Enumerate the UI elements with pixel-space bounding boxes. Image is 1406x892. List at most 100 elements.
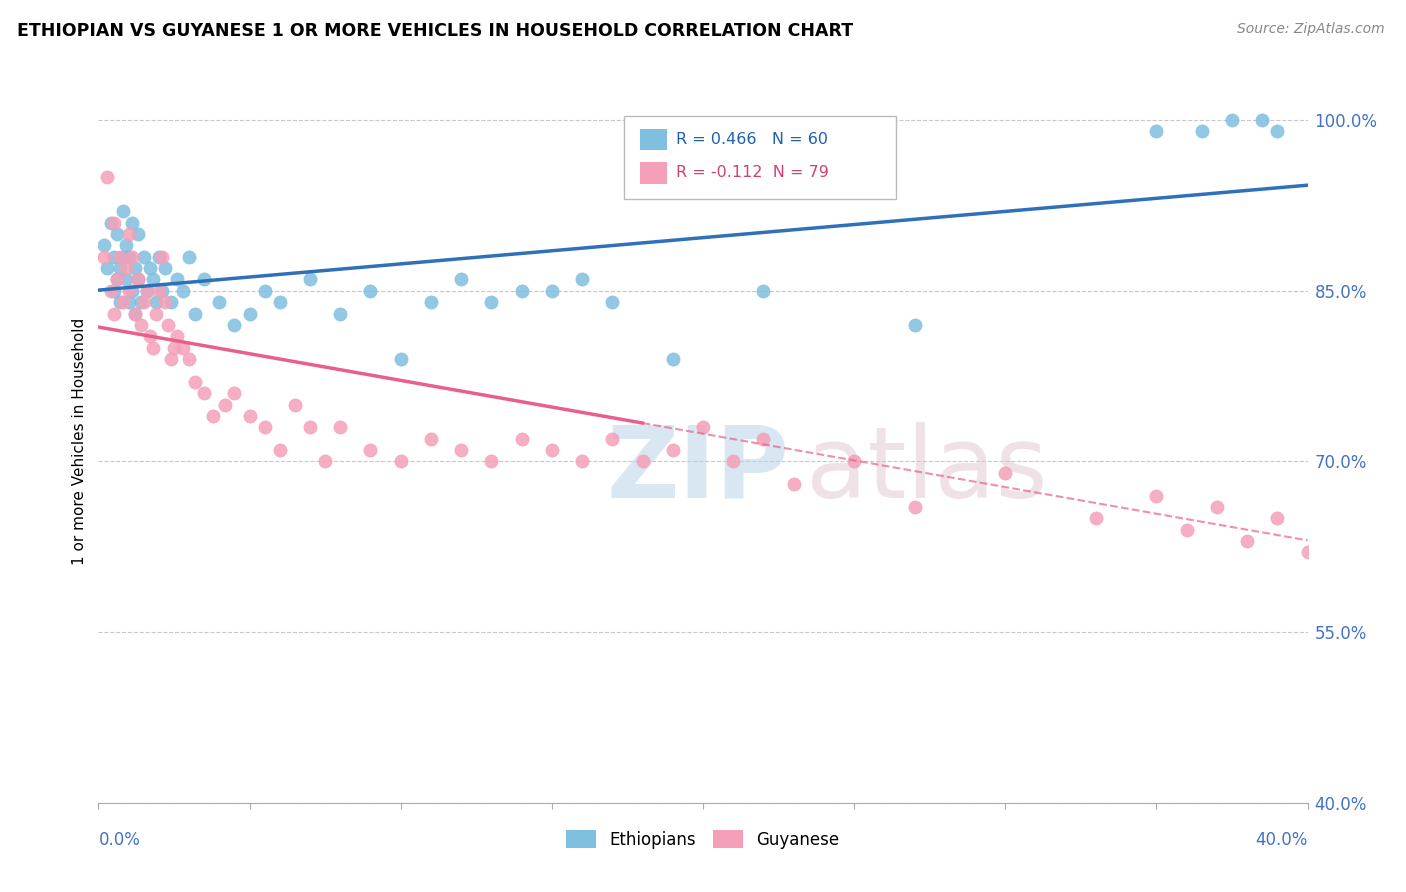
Point [389,454,412,468]
Point [661,443,683,458]
Point [284,398,307,412]
Point [114,272,136,286]
Point [111,250,134,264]
Point [224,318,246,332]
Point [118,284,141,298]
Point [118,295,141,310]
Point [124,306,146,320]
Point [783,477,806,491]
Point [269,443,291,458]
Point [239,306,262,320]
Point [253,284,276,298]
Point [360,443,382,458]
Point [100,215,122,229]
Point [124,260,146,275]
Point [156,318,179,332]
Point [1220,113,1243,128]
Point [108,295,131,310]
Text: ZIP: ZIP [606,422,789,519]
Point [450,443,472,458]
Point [540,443,562,458]
Point [692,420,714,434]
Point [111,295,134,310]
Legend: Ethiopians, Guyanese: Ethiopians, Guyanese [567,830,839,848]
Point [127,272,149,286]
Point [184,306,207,320]
Point [129,295,152,310]
Point [540,284,562,298]
Point [135,284,157,298]
Point [150,250,173,264]
Y-axis label: 1 or more Vehicles in Household: 1 or more Vehicles in Household [72,318,87,566]
Point [314,454,336,468]
Text: 40.0%: 40.0% [1256,831,1308,849]
Point [752,284,775,298]
Point [93,238,115,252]
Point [510,284,533,298]
Point [114,260,136,275]
Point [299,272,322,286]
Point [602,295,624,310]
Point [160,352,183,367]
Point [481,454,503,468]
Point [179,352,201,367]
Point [1175,523,1198,537]
Point [904,500,927,514]
Point [111,204,134,219]
Bar [640,128,666,151]
Point [329,420,352,434]
Point [118,250,141,264]
Bar [640,162,666,184]
Point [148,250,170,264]
Point [179,250,201,264]
Point [153,260,176,275]
Point [904,318,927,332]
Point [127,272,149,286]
Point [1267,124,1289,138]
Point [389,352,412,367]
Point [121,284,143,298]
Text: atlas: atlas [806,422,1047,519]
Point [145,306,167,320]
Point [150,284,173,298]
Point [105,272,128,286]
Point [224,386,246,401]
Point [571,272,593,286]
Point [661,352,683,367]
Point [108,260,131,275]
Point [153,295,176,310]
Point [127,227,149,241]
Point [121,215,143,229]
Point [329,306,352,320]
Point [1296,545,1319,559]
Point [160,295,183,310]
Point [1236,534,1258,549]
Point [269,295,291,310]
Point [202,409,225,423]
Text: R = 0.466   N = 60: R = 0.466 N = 60 [676,132,828,146]
Point [129,318,152,332]
Point [214,398,236,412]
Point [752,432,775,446]
Point [142,341,165,355]
Point [420,432,443,446]
Point [166,329,188,343]
Point [844,454,866,468]
Point [571,454,593,468]
Point [103,284,125,298]
Point [420,295,443,310]
Point [105,227,128,241]
Text: R = -0.112  N = 79: R = -0.112 N = 79 [676,165,830,180]
Point [118,227,141,241]
Point [1267,511,1289,525]
Point [142,272,165,286]
Point [96,169,118,184]
Point [1251,113,1274,128]
Point [124,306,146,320]
Point [114,238,136,252]
Point [139,329,162,343]
Point [105,272,128,286]
Point [193,386,215,401]
Point [253,420,276,434]
Point [166,272,188,286]
